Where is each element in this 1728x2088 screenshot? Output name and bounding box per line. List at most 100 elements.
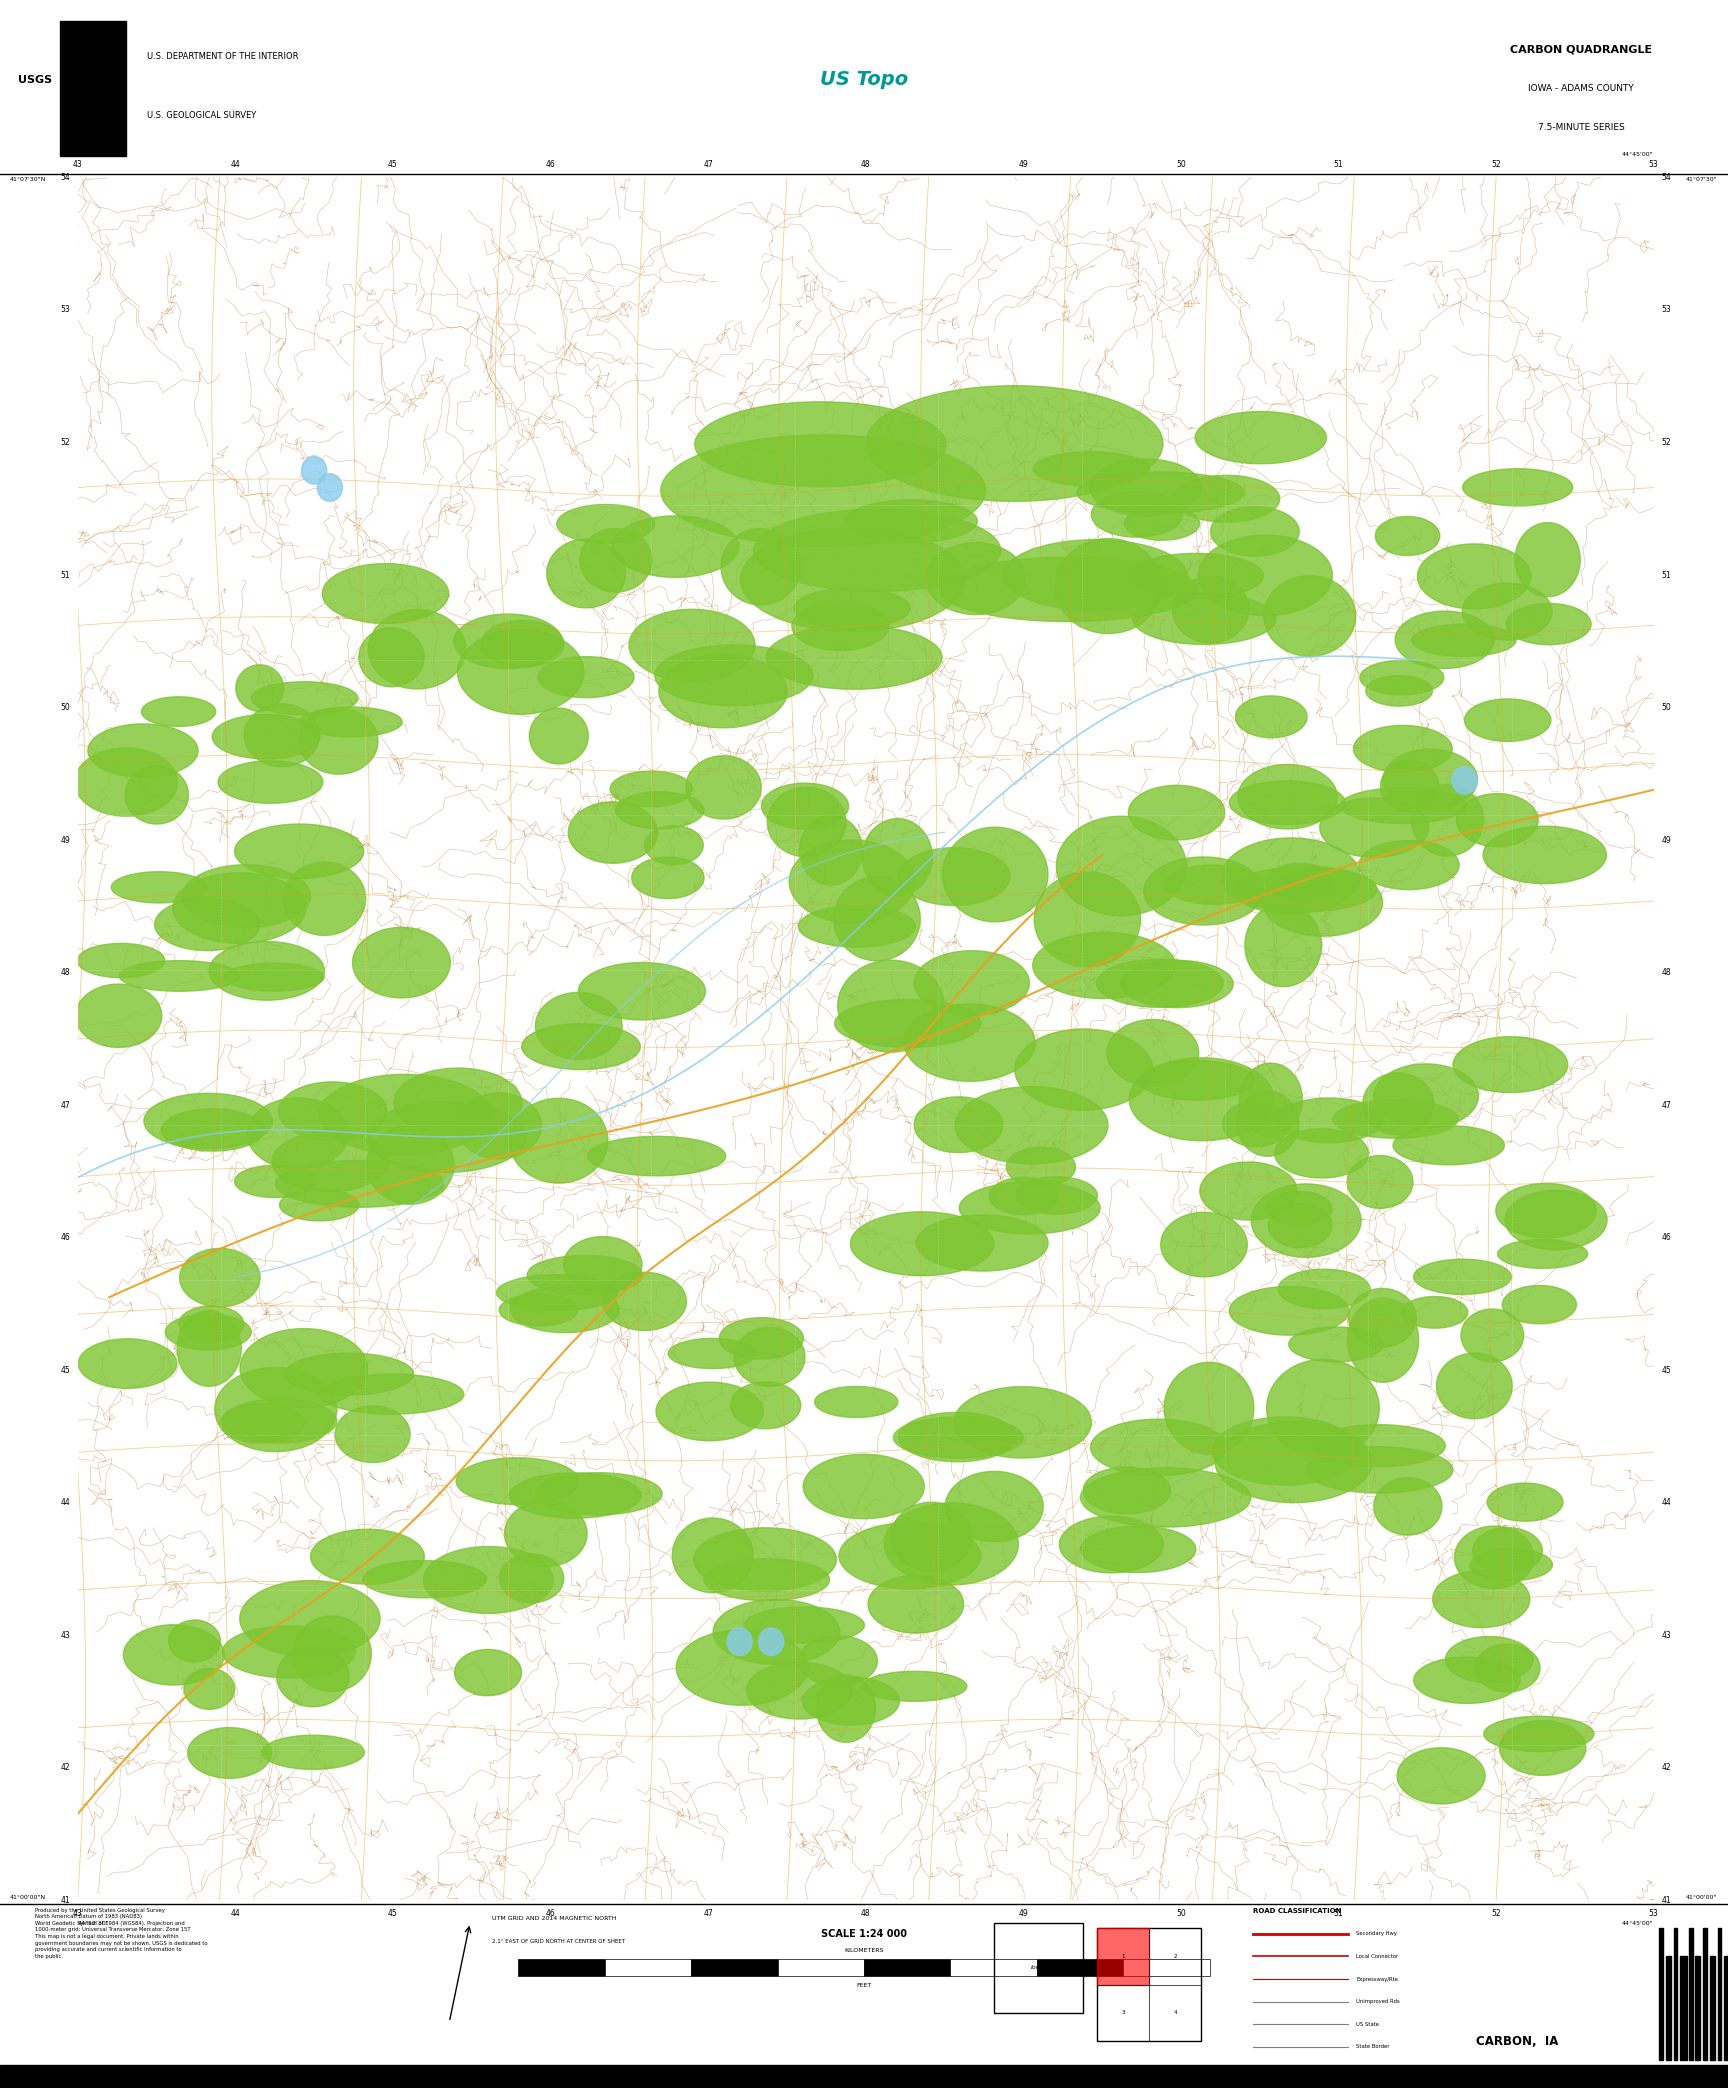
Polygon shape	[240, 1328, 368, 1407]
Polygon shape	[235, 664, 283, 712]
Text: 1: 1	[1121, 1954, 1125, 1959]
Polygon shape	[353, 927, 451, 998]
Bar	[1666, 1956, 1671, 2059]
Polygon shape	[1016, 1178, 1097, 1213]
Polygon shape	[1236, 695, 1306, 737]
Text: 41°00'00": 41°00'00"	[1685, 1896, 1716, 1900]
Text: 47: 47	[703, 161, 714, 169]
Polygon shape	[556, 505, 655, 543]
Polygon shape	[1161, 1213, 1248, 1278]
Polygon shape	[219, 1403, 304, 1443]
Text: 54: 54	[1662, 173, 1671, 182]
Text: 48: 48	[861, 161, 871, 169]
Text: CARBON,  IA: CARBON, IA	[1476, 2034, 1559, 2048]
Polygon shape	[166, 1313, 251, 1351]
Bar	[1702, 1929, 1707, 2059]
Polygon shape	[1436, 1353, 1512, 1418]
Text: 4: 4	[1173, 2011, 1177, 2015]
Polygon shape	[615, 791, 703, 829]
Polygon shape	[1396, 1748, 1484, 1804]
Polygon shape	[1097, 958, 1223, 1006]
Text: 7.5-MINUTE SERIES: 7.5-MINUTE SERIES	[1538, 123, 1624, 132]
Bar	[950, 1959, 1037, 1975]
Text: 41°00'00"N: 41°00'00"N	[10, 1896, 47, 1900]
Polygon shape	[838, 960, 943, 1052]
Polygon shape	[1267, 1359, 1379, 1457]
Text: Local Connector: Local Connector	[1356, 1954, 1398, 1959]
Polygon shape	[454, 614, 562, 668]
Polygon shape	[111, 871, 207, 902]
Polygon shape	[321, 564, 449, 624]
Text: 44: 44	[230, 161, 240, 169]
Polygon shape	[945, 1472, 1044, 1541]
Polygon shape	[790, 839, 916, 923]
Polygon shape	[235, 1165, 316, 1199]
Polygon shape	[1033, 933, 1175, 998]
Bar	[1123, 1959, 1210, 1975]
Polygon shape	[76, 983, 162, 1048]
Polygon shape	[510, 1286, 619, 1332]
Polygon shape	[1515, 522, 1579, 597]
Polygon shape	[1006, 1146, 1075, 1186]
Polygon shape	[956, 1086, 1108, 1163]
Text: 52: 52	[1491, 1908, 1502, 1917]
Polygon shape	[124, 766, 188, 825]
Polygon shape	[695, 401, 947, 487]
Text: 52: 52	[1662, 438, 1671, 447]
Text: 53: 53	[60, 305, 69, 315]
Polygon shape	[142, 697, 216, 727]
Polygon shape	[276, 1647, 349, 1706]
Polygon shape	[456, 1457, 579, 1505]
Text: Unimproved Rds: Unimproved Rds	[1356, 1998, 1400, 2004]
Bar	[994, 1923, 1083, 2013]
Polygon shape	[394, 1069, 522, 1138]
Polygon shape	[1353, 725, 1452, 773]
Polygon shape	[766, 626, 942, 689]
Polygon shape	[1374, 1478, 1441, 1535]
Bar	[1688, 1929, 1692, 2059]
Polygon shape	[795, 589, 911, 628]
Polygon shape	[1341, 787, 1465, 823]
Text: 45: 45	[389, 161, 397, 169]
Polygon shape	[1348, 1155, 1414, 1209]
Polygon shape	[899, 848, 1011, 906]
Polygon shape	[180, 1249, 261, 1307]
Polygon shape	[1462, 583, 1552, 639]
Polygon shape	[74, 748, 178, 816]
Text: U.S. GEOLOGICAL SURVEY: U.S. GEOLOGICAL SURVEY	[147, 111, 256, 119]
Polygon shape	[546, 539, 626, 608]
Polygon shape	[676, 1631, 809, 1706]
Polygon shape	[1306, 1447, 1453, 1493]
Bar	[1659, 1929, 1662, 2059]
Bar	[1097, 1929, 1149, 1984]
Polygon shape	[1268, 1203, 1332, 1249]
Polygon shape	[1014, 1029, 1153, 1111]
Polygon shape	[458, 628, 584, 714]
Bar	[1723, 1956, 1728, 2059]
Polygon shape	[850, 1211, 994, 1276]
Polygon shape	[454, 1650, 522, 1695]
Polygon shape	[1237, 764, 1337, 829]
Text: U.S. DEPARTMENT OF THE INTERIOR: U.S. DEPARTMENT OF THE INTERIOR	[147, 52, 299, 61]
Circle shape	[759, 1629, 785, 1656]
Text: 46: 46	[546, 161, 555, 169]
Polygon shape	[714, 1599, 840, 1664]
Polygon shape	[510, 1098, 608, 1184]
Text: 48: 48	[1662, 969, 1671, 977]
Polygon shape	[569, 802, 658, 862]
Text: 48: 48	[60, 969, 69, 977]
Polygon shape	[833, 877, 921, 960]
Bar	[60, 21, 126, 157]
Text: Iowa: Iowa	[1032, 1965, 1045, 1971]
Polygon shape	[529, 708, 588, 764]
Text: 3: 3	[1121, 2011, 1125, 2015]
Text: 50: 50	[1177, 161, 1185, 169]
Polygon shape	[804, 1677, 900, 1725]
Text: 52: 52	[60, 438, 69, 447]
Polygon shape	[1128, 553, 1263, 599]
Polygon shape	[817, 1675, 876, 1741]
Polygon shape	[123, 1624, 225, 1685]
Polygon shape	[278, 1082, 387, 1140]
Bar	[1695, 1956, 1700, 2059]
Polygon shape	[840, 1522, 982, 1589]
